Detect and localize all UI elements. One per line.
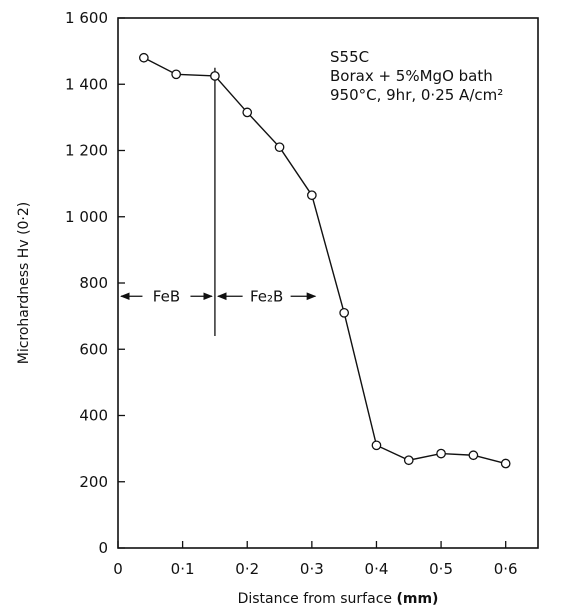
region-label: FeB	[153, 287, 180, 305]
y-tick-label: 1 200	[65, 142, 108, 160]
y-tick-label: 1 600	[65, 9, 108, 27]
region-label: Fe₂B	[250, 287, 283, 305]
data-point	[339, 307, 350, 318]
region-markers: FeB Fe₂B	[120, 67, 317, 336]
x-tick-label: 0·3	[300, 560, 324, 578]
data-point	[138, 52, 149, 63]
data-point	[274, 142, 285, 153]
data-point	[242, 107, 253, 118]
data-point	[468, 450, 479, 461]
x-axis-title: Distance from surface (mm)	[238, 591, 439, 607]
y-tick-label: 0	[98, 539, 108, 557]
y-axis-ticks: 0 200 400 600 800 1 000 1 200 1 400 1 600	[65, 9, 125, 557]
y-tick-label: 200	[79, 473, 108, 491]
x-tick-label: 0·6	[494, 560, 518, 578]
y-tick-label: 600	[79, 340, 108, 358]
x-tick-label: 0·1	[171, 560, 195, 578]
data-point	[403, 455, 414, 466]
data-series	[138, 52, 511, 469]
annotation-line: 950°C, 9hr, 0·25 A/cm²	[330, 86, 503, 104]
data-point	[171, 69, 182, 80]
x-tick-label: 0	[113, 560, 123, 578]
x-tick-label: 0·5	[429, 560, 453, 578]
annotation-line: S55C	[330, 48, 369, 66]
data-point	[436, 448, 446, 459]
y-axis-title: Microhardness Hv (0·2)	[16, 202, 32, 365]
data-point	[371, 440, 382, 451]
annotation-line: Borax + 5%MgO bath	[330, 67, 493, 85]
series-line	[143, 57, 506, 465]
y-tick-label: 1 000	[65, 208, 108, 226]
y-tick-label: 800	[79, 274, 108, 292]
data-point	[306, 190, 317, 201]
data-point	[500, 458, 511, 469]
y-tick-label: 400	[79, 407, 108, 425]
y-tick-label: 1 400	[65, 75, 108, 93]
data-point	[210, 71, 220, 81]
x-axis-unit: (mm)	[396, 591, 438, 607]
x-tick-label: 0·4	[365, 560, 389, 578]
x-axis-ticks: 0 0·1 0·2 0·3 0·4 0·5 0·6	[113, 541, 518, 578]
x-axis-title-text: Distance from surface	[238, 591, 397, 607]
x-tick-label: 0·2	[235, 560, 259, 578]
